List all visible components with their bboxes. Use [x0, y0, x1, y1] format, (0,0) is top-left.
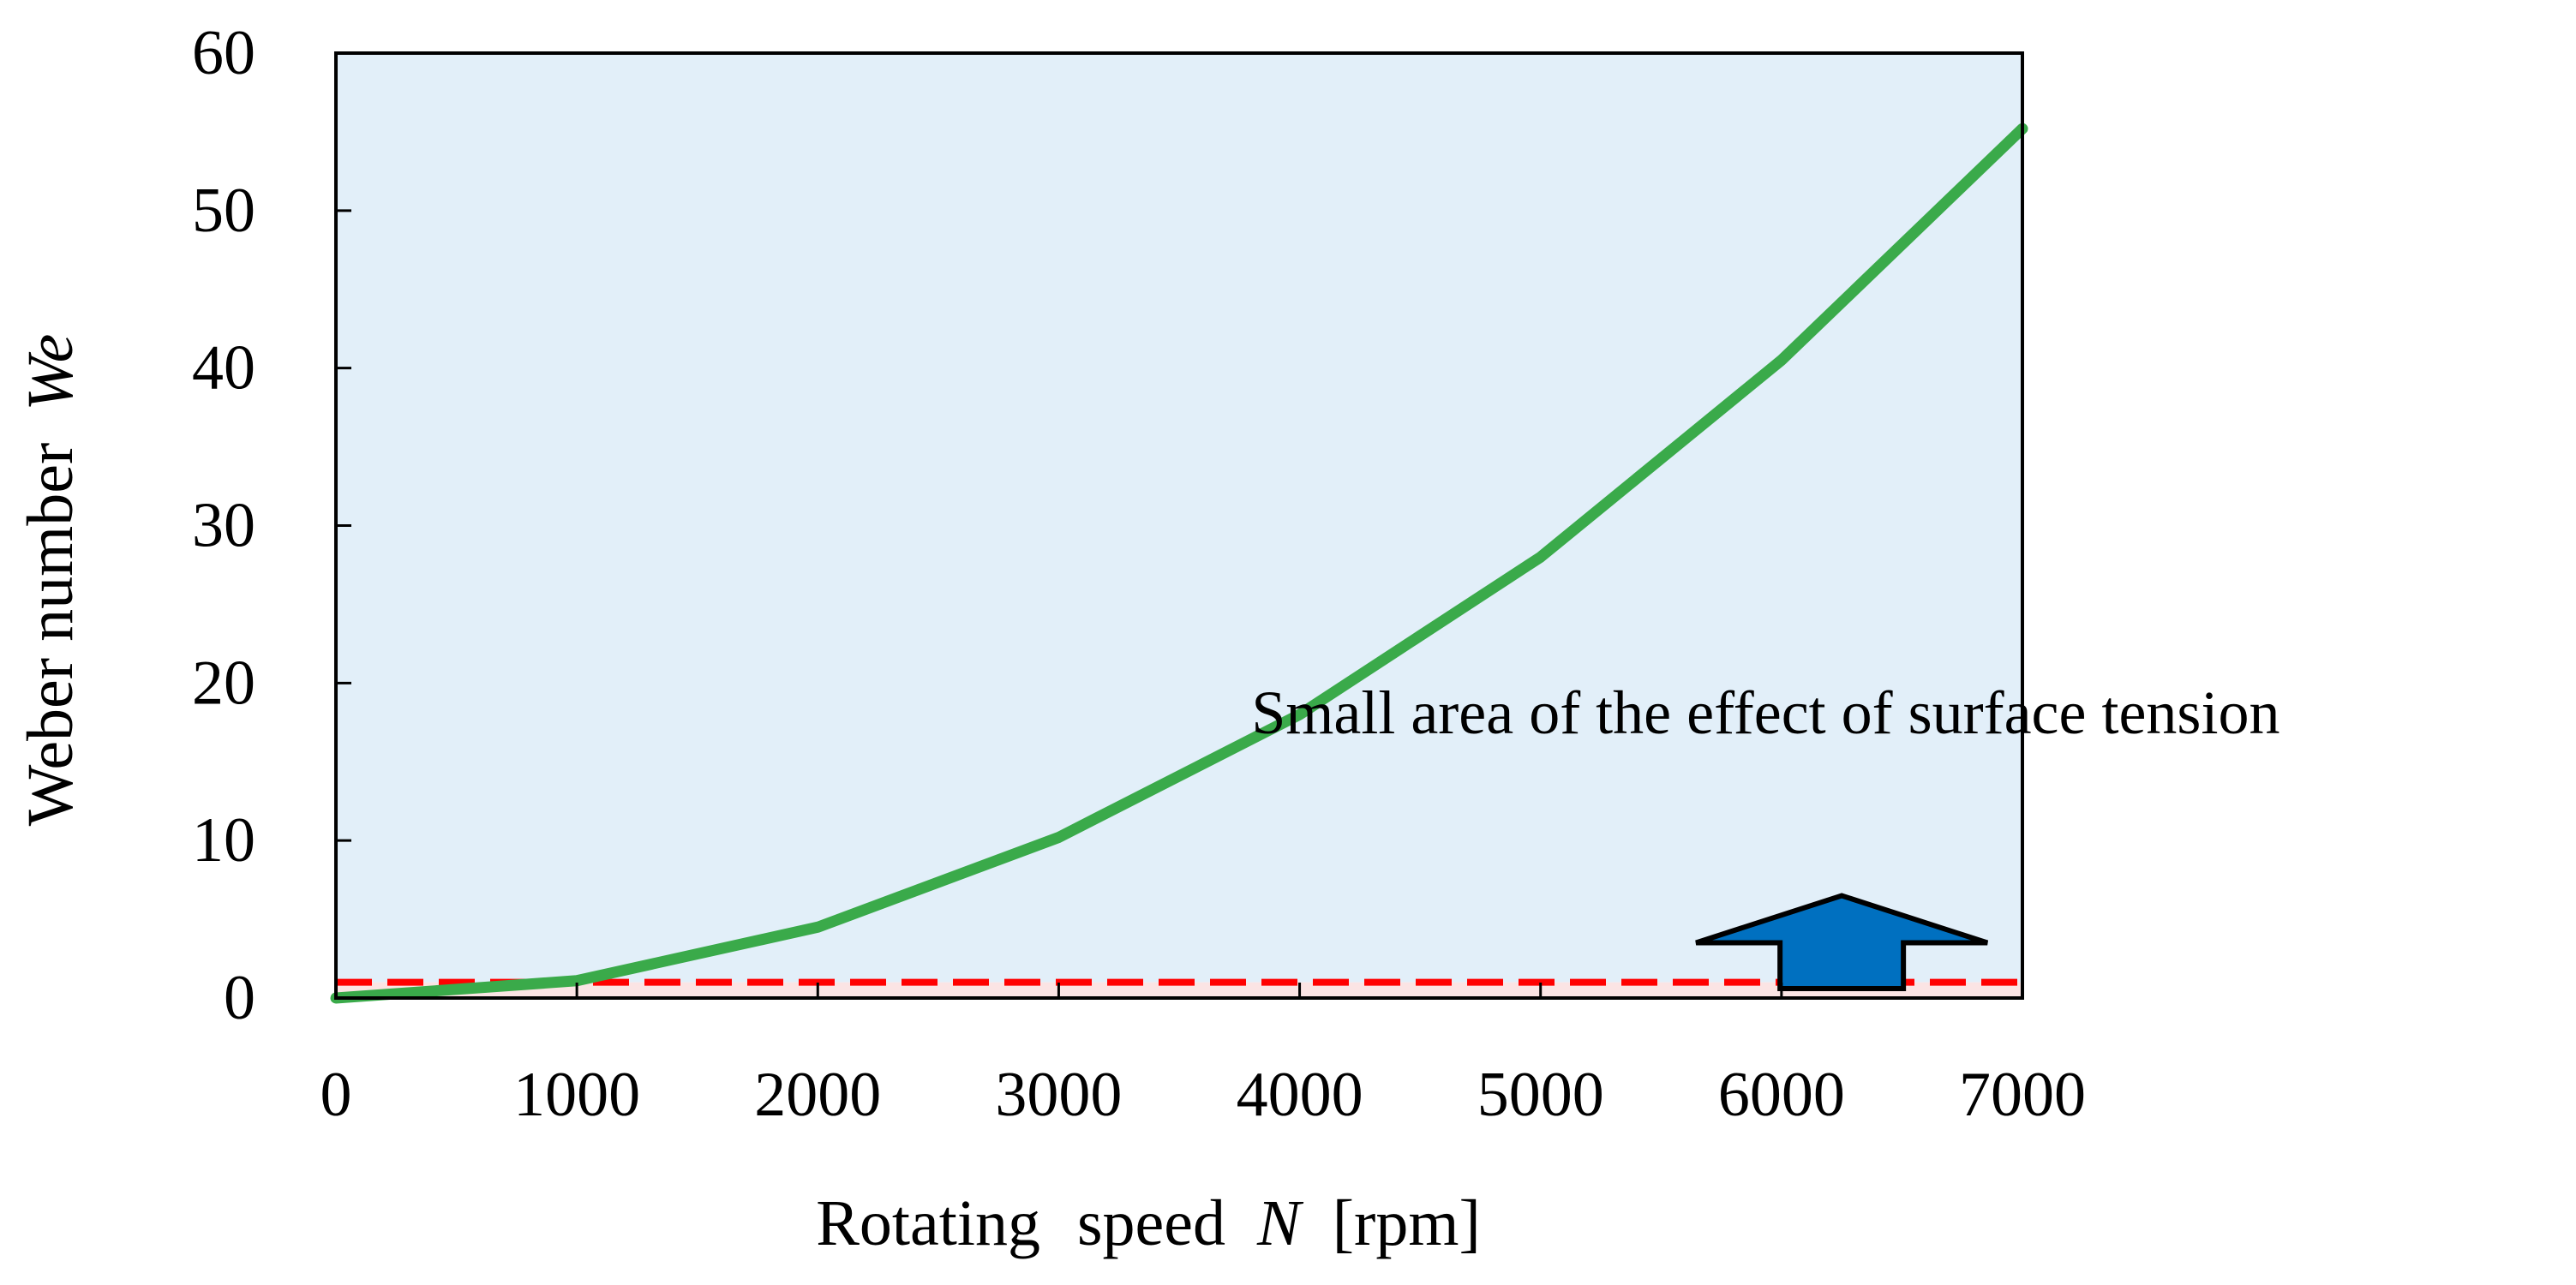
annotation-layer: Small area of the effect of surface tens… [1251, 678, 2279, 747]
series-line-1 [330, 123, 2028, 1004]
y-axis-title-text: Weber number [15, 443, 87, 827]
y-tick-labels: 0 10 20 30 40 50 60 [192, 18, 255, 1033]
arrow-layer [1695, 893, 1989, 991]
x-axis-title: Rotating speed N [rpm] [816, 1187, 1481, 1259]
x-tick-label-2000: 2000 [754, 1060, 881, 1130]
region-layer [336, 53, 2022, 998]
axes-layer [334, 51, 2024, 1000]
y-tick-label-40: 40 [192, 333, 255, 403]
annotation-1: Small area of the effect of surface tens… [1251, 678, 2279, 747]
series-layer [330, 123, 2028, 1004]
y-axis-title: Weber number We [15, 334, 87, 827]
surface-tension-small-region [336, 53, 2022, 983]
y-tick-label-60: 60 [192, 18, 255, 88]
x-tick-label-4000: 4000 [1237, 1060, 1363, 1130]
y-tick-label-50: 50 [192, 176, 255, 246]
y-axis-title-symbol: We [15, 334, 87, 411]
x-tick-label-6000: 6000 [1718, 1060, 1845, 1130]
upward-arrow [1695, 893, 1989, 991]
x-tick-label-7000: 7000 [1959, 1060, 2086, 1130]
x-axis-title-unit: [rpm] [1333, 1187, 1481, 1259]
x-tick-label-5000: 5000 [1477, 1060, 1604, 1130]
below-threshold-region [336, 982, 2022, 998]
x-tick-label-3000: 3000 [995, 1060, 1122, 1130]
y-tick-label-20: 20 [192, 648, 255, 718]
x-tick-label-0: 0 [321, 1060, 352, 1130]
y-tick-label-10: 10 [192, 805, 255, 876]
y-tick-label-30: 30 [192, 491, 255, 561]
x-tick-label-1000: 1000 [513, 1060, 640, 1130]
x-axis-title-prefix: Rotating [816, 1187, 1040, 1259]
y-tick-label-0: 0 [224, 963, 255, 1033]
x-tick-labels: 0 1000 2000 3000 4000 5000 6000 7000 [321, 1060, 2087, 1130]
x-axis-title-word: speed [1077, 1187, 1225, 1259]
x-axis-title-symbol: N [1256, 1187, 1304, 1259]
